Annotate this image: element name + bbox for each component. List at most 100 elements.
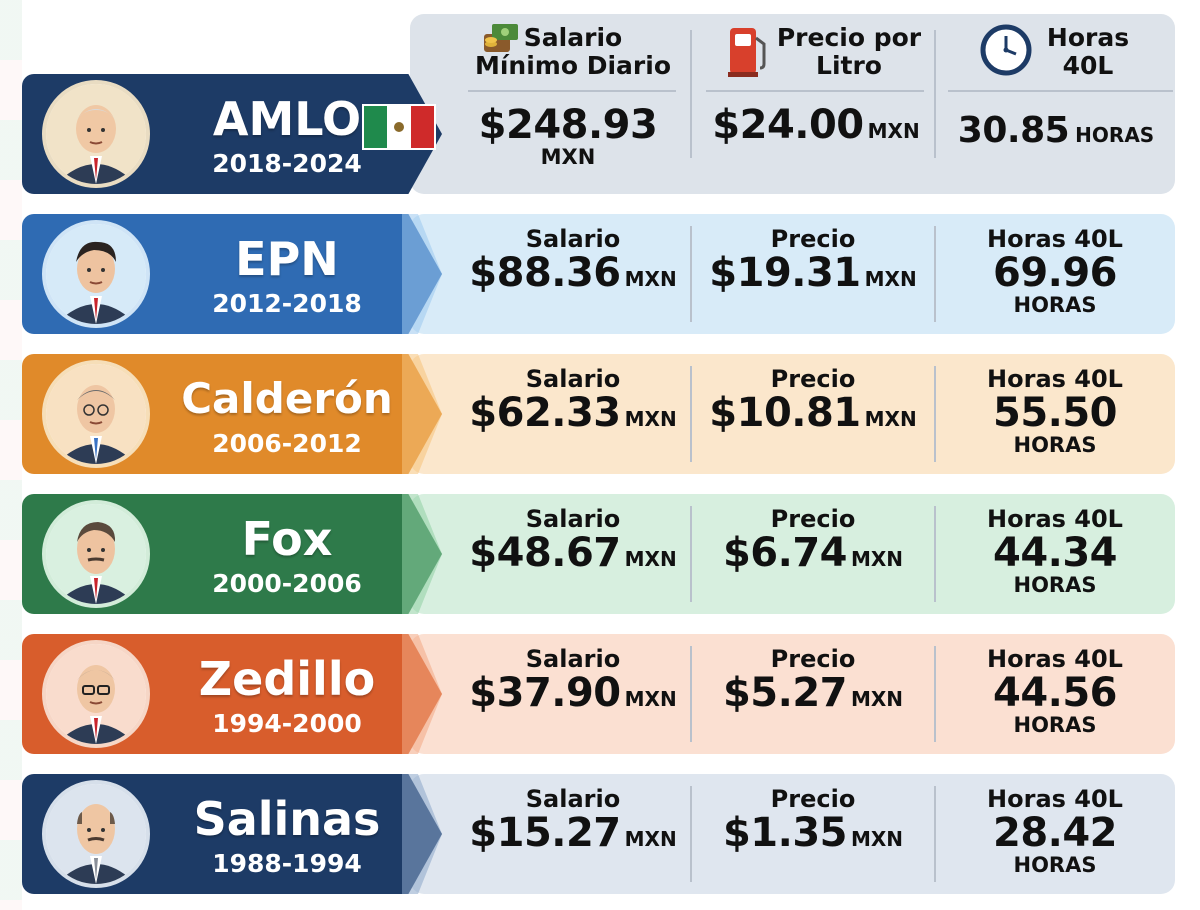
president-name: Fox [241, 512, 333, 566]
fuel-pump-icon [726, 24, 770, 82]
horas-value: 44.56 [992, 670, 1118, 716]
salario-value: $37.90 [469, 670, 621, 716]
precio-unit: MXN [850, 827, 904, 851]
precio-value: $1.35 [722, 810, 848, 856]
salario-value: $15.27 [469, 810, 621, 856]
president-banner-zedillo: Zedillo 1994-2000 [22, 634, 442, 754]
avatar [42, 500, 150, 608]
president-years: 2006-2012 [212, 429, 362, 458]
precio-value: $10.81 [709, 390, 861, 436]
precio-unit: MXN [864, 267, 917, 291]
header-divider [706, 90, 924, 92]
salinas-data-panel [410, 774, 1175, 894]
precio-label: Precio [770, 365, 856, 393]
header-divider [468, 90, 676, 92]
precio-label: Precio [770, 645, 856, 673]
header-precio-label: Precio por Litro [776, 23, 922, 80]
precio-unit: MXN [864, 407, 917, 431]
epn-salario: Salario $88.36 MXN [460, 226, 686, 294]
avatar [42, 80, 150, 188]
salario-value: $62.33 [469, 390, 621, 436]
precio-unit: MXN [850, 687, 904, 711]
salario-label: Salario [525, 785, 621, 813]
president-name: EPN [235, 232, 339, 286]
column-divider [934, 30, 936, 158]
president-banner-salinas: Salinas 1988-1994 [22, 774, 442, 894]
calderon-data-panel [410, 354, 1175, 474]
salario-value: $48.67 [469, 530, 621, 576]
epn-data-panel [410, 214, 1175, 334]
salario-unit: MXN [540, 145, 596, 169]
column-divider [690, 30, 692, 158]
horas-label: Horas 40L [987, 785, 1123, 813]
salinas-salario: Salario $15.27 MXN [460, 786, 686, 854]
column-divider [934, 506, 936, 602]
horas-value: 69.96 [992, 250, 1118, 296]
president-years: 1994-2000 [212, 709, 362, 738]
horas-unit: HORAS [1013, 573, 1097, 597]
avatar [42, 780, 150, 888]
horas-label: Horas 40L [987, 645, 1123, 673]
horas-label: Horas 40L [987, 225, 1123, 253]
header-salario: Salario Mínimo Diario [468, 14, 678, 84]
column-divider [934, 366, 936, 462]
salinas-horas: Horas 40L 28.42 HORAS [944, 786, 1166, 876]
salario-label: Salario [525, 225, 621, 253]
precio-label: Precio [770, 225, 856, 253]
amlo-horas: 30.85 HORAS [942, 110, 1170, 152]
zedillo-horas: Horas 40L 44.56 HORAS [944, 646, 1166, 736]
president-years: 2000-2006 [212, 569, 362, 598]
zedillo-precio: Precio $5.27 MXN [700, 646, 926, 714]
header-salario-label: Salario Mínimo Diario [474, 23, 671, 80]
salario-unit: MXN [624, 827, 677, 851]
horas-label: Horas 40L [987, 365, 1123, 393]
salario-unit: MXN [624, 267, 677, 291]
money-bag-icon [482, 20, 522, 58]
president-banner-epn: EPN 2012-2018 [22, 214, 442, 334]
clock-icon [980, 24, 1032, 80]
header-horas: Horas 40L [978, 14, 1158, 84]
president-years: 2012-2018 [212, 289, 362, 318]
avatar [42, 360, 150, 468]
column-divider [934, 226, 936, 322]
amlo-salario: $248.93 MXN [460, 104, 676, 168]
horas-unit: HORAS [1013, 713, 1097, 737]
president-years: 1988-1994 [212, 849, 362, 878]
calderon-horas: Horas 40L 55.50 HORAS [944, 366, 1166, 456]
salario-value: $88.36 [469, 250, 621, 296]
left-decoration [0, 0, 22, 910]
zedillo-salario: Salario $37.90 MXN [460, 646, 686, 714]
salario-label: Salario [525, 365, 621, 393]
salario-label: Salario [525, 645, 621, 673]
salario-label: Salario [525, 505, 621, 533]
calderon-precio: Precio $10.81 MXN [700, 366, 926, 434]
column-divider [690, 366, 692, 462]
column-divider [690, 506, 692, 602]
horas-label: Horas 40L [987, 505, 1123, 533]
column-divider [690, 226, 692, 322]
fox-salario: Salario $48.67 MXN [460, 506, 686, 574]
salario-unit: MXN [624, 687, 677, 711]
fox-horas: Horas 40L 44.34 HORAS [944, 506, 1166, 596]
calderon-salario: Salario $62.33 MXN [460, 366, 686, 434]
precio-unit: MXN [850, 547, 904, 571]
header-horas-label: Horas 40L [1046, 23, 1130, 80]
precio-label: Precio [770, 505, 856, 533]
precio-value: $24.00 [712, 102, 864, 148]
horas-value: 28.42 [992, 810, 1118, 856]
column-divider [690, 646, 692, 742]
president-banner-fox: Fox 2000-2006 [22, 494, 442, 614]
salario-value: $248.93 [478, 102, 658, 148]
salario-unit: MXN [624, 547, 677, 571]
horas-unit: HORAS [1013, 433, 1097, 457]
horas-unit: HORAS [1075, 123, 1155, 147]
epn-precio: Precio $19.31 MXN [700, 226, 926, 294]
horas-unit: HORAS [1013, 293, 1097, 317]
president-name: Calderón [181, 374, 393, 423]
amlo-data-panel [410, 14, 1175, 194]
precio-label: Precio [770, 785, 856, 813]
salario-unit: MXN [624, 407, 677, 431]
precio-value: $6.74 [722, 530, 848, 576]
horas-value: 44.34 [992, 530, 1118, 576]
president-name: Zedillo [198, 652, 376, 706]
